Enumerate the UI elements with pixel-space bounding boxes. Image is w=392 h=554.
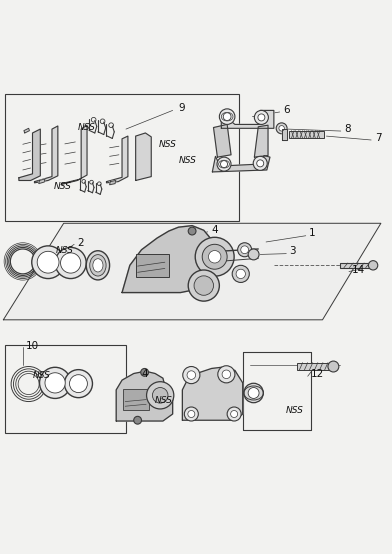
- Circle shape: [188, 227, 196, 235]
- Circle shape: [183, 367, 200, 384]
- Text: NSS: NSS: [155, 396, 173, 405]
- Polygon shape: [122, 225, 218, 293]
- Text: 3: 3: [289, 247, 296, 257]
- Circle shape: [248, 388, 259, 398]
- Text: 7: 7: [375, 132, 382, 143]
- Text: 12: 12: [311, 370, 324, 379]
- Circle shape: [202, 244, 227, 269]
- Bar: [289, 131, 325, 138]
- Text: NSS: NSS: [77, 124, 95, 132]
- Circle shape: [222, 370, 230, 378]
- Text: 6: 6: [283, 105, 290, 115]
- Polygon shape: [136, 133, 151, 181]
- Polygon shape: [4, 223, 381, 320]
- Polygon shape: [221, 110, 274, 129]
- Circle shape: [276, 123, 287, 134]
- Circle shape: [40, 367, 71, 398]
- Ellipse shape: [93, 259, 103, 272]
- Polygon shape: [107, 136, 128, 183]
- Circle shape: [187, 371, 196, 379]
- Text: 14: 14: [352, 265, 365, 275]
- Circle shape: [236, 269, 245, 279]
- Bar: [123, 389, 149, 410]
- Text: 10: 10: [25, 341, 39, 351]
- Text: NSS: NSS: [54, 182, 72, 191]
- Polygon shape: [116, 371, 172, 421]
- Text: NSS: NSS: [159, 140, 177, 149]
- Circle shape: [64, 370, 93, 398]
- Circle shape: [194, 276, 214, 295]
- Circle shape: [328, 361, 339, 372]
- Polygon shape: [282, 130, 287, 140]
- Bar: [297, 363, 335, 371]
- Ellipse shape: [86, 251, 110, 280]
- Circle shape: [368, 260, 378, 270]
- Text: NSS: NSS: [285, 406, 303, 414]
- Circle shape: [55, 248, 86, 279]
- Circle shape: [220, 109, 235, 125]
- Polygon shape: [34, 126, 58, 183]
- Text: 9: 9: [178, 102, 185, 112]
- Bar: [5, 345, 126, 433]
- Circle shape: [184, 407, 198, 421]
- Bar: [136, 254, 169, 277]
- Circle shape: [32, 246, 64, 279]
- Circle shape: [37, 252, 59, 273]
- Circle shape: [248, 249, 259, 260]
- Text: 8: 8: [344, 124, 350, 134]
- Polygon shape: [39, 179, 45, 183]
- Polygon shape: [182, 367, 243, 420]
- Circle shape: [218, 366, 235, 383]
- Text: 4: 4: [142, 368, 148, 378]
- Circle shape: [238, 243, 252, 257]
- Circle shape: [141, 368, 149, 376]
- Bar: [5, 94, 239, 220]
- Circle shape: [223, 113, 231, 121]
- Circle shape: [45, 373, 65, 393]
- Circle shape: [253, 156, 267, 170]
- Circle shape: [232, 265, 249, 283]
- Circle shape: [254, 110, 269, 125]
- Bar: [243, 352, 311, 429]
- Ellipse shape: [90, 255, 106, 276]
- Polygon shape: [19, 129, 40, 181]
- Circle shape: [258, 114, 265, 121]
- Circle shape: [217, 157, 231, 171]
- Text: NSS: NSS: [33, 371, 51, 379]
- Circle shape: [257, 160, 264, 167]
- Polygon shape: [110, 181, 116, 184]
- Polygon shape: [214, 125, 231, 157]
- Text: 1: 1: [309, 228, 316, 238]
- Text: 4: 4: [212, 225, 218, 235]
- Circle shape: [60, 253, 81, 273]
- Circle shape: [195, 237, 234, 276]
- Circle shape: [230, 411, 238, 418]
- Circle shape: [241, 246, 249, 254]
- Polygon shape: [212, 156, 270, 172]
- Circle shape: [147, 382, 174, 409]
- Circle shape: [188, 411, 195, 418]
- Circle shape: [279, 126, 284, 131]
- Circle shape: [221, 161, 227, 168]
- Text: NSS: NSS: [56, 246, 74, 255]
- Polygon shape: [62, 125, 87, 184]
- Circle shape: [69, 375, 87, 393]
- Text: NSS: NSS: [178, 156, 196, 165]
- Text: 2: 2: [77, 238, 84, 248]
- Circle shape: [209, 250, 221, 263]
- Circle shape: [152, 388, 168, 403]
- Circle shape: [134, 417, 142, 424]
- Bar: [340, 263, 375, 268]
- Polygon shape: [24, 129, 29, 133]
- Polygon shape: [254, 125, 268, 157]
- Circle shape: [227, 407, 241, 421]
- Circle shape: [188, 270, 220, 301]
- Circle shape: [244, 383, 263, 403]
